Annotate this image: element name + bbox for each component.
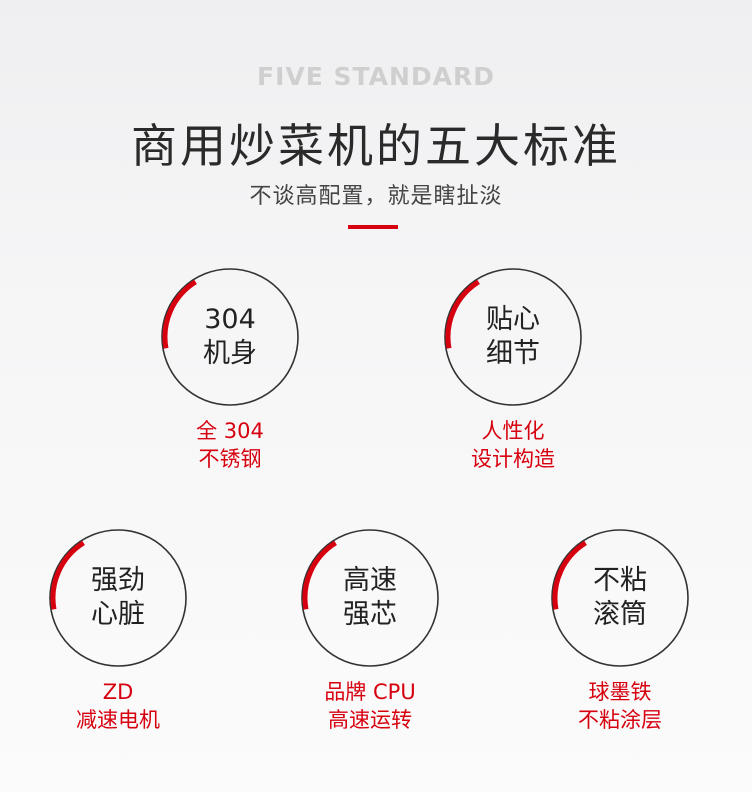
standard-name: 强劲 心脏 — [48, 528, 188, 668]
ring-outline — [49, 529, 187, 667]
ring-outline — [551, 529, 689, 667]
standard-name-line1: 贴心 — [486, 304, 540, 335]
ring-accent-arc — [302, 540, 337, 610]
standard-name-line1: 高速 — [343, 565, 397, 596]
standard-description: 品牌 CPU 高速运转 — [280, 678, 460, 734]
standard-name: 贴心 细节 — [443, 267, 583, 407]
ring-outline — [301, 529, 439, 667]
ring-accent-arc — [162, 279, 197, 349]
progress-ring-icon — [161, 268, 299, 406]
standard-name-line1: 不粘 — [593, 565, 647, 596]
standard-description: 球墨铁 不粘涂层 — [530, 678, 710, 734]
page-title: 商用炒菜机的五大标准 — [131, 119, 621, 173]
standard-desc-line1: 全 304 — [196, 419, 264, 443]
subtitle: 不谈高配置，就是瞎扯淡 — [249, 184, 503, 209]
ring-outline — [444, 268, 582, 406]
standard-desc-line1: 品牌 CPU — [324, 680, 416, 704]
standard-name-line1: 强劲 — [91, 565, 145, 596]
standard-description: ZD 减速电机 — [28, 678, 208, 734]
standard-desc-line2: 不锈钢 — [198, 447, 262, 471]
ring-accent-arc — [445, 279, 480, 349]
standard-name: 不粘 滚筒 — [550, 528, 690, 668]
standard-name: 304 机身 — [160, 267, 300, 407]
accent-divider — [348, 225, 398, 229]
standard-name-line2: 细节 — [486, 338, 540, 369]
standard-name-line2: 机身 — [203, 338, 257, 369]
ring-accent-arc — [552, 540, 587, 610]
standard-desc-line2: 减速电机 — [76, 708, 160, 732]
ring-outline — [161, 268, 299, 406]
standard-desc-line1: ZD — [102, 680, 134, 704]
eyebrow-text: FIVE STANDARD — [257, 62, 495, 91]
progress-ring-icon — [444, 268, 582, 406]
progress-ring-icon — [49, 529, 187, 667]
standard-desc-line2: 设计构造 — [471, 447, 555, 471]
standard-name: 高速 强芯 — [300, 528, 440, 668]
standard-desc-line2: 不粘涂层 — [578, 708, 662, 732]
standard-name-line1: 304 — [204, 304, 256, 335]
progress-ring-icon — [301, 529, 439, 667]
standard-desc-line2: 高速运转 — [328, 708, 412, 732]
standard-name-line2: 滚筒 — [593, 599, 647, 630]
standard-description: 全 304 不锈钢 — [140, 417, 320, 473]
progress-ring-icon — [551, 529, 689, 667]
standard-desc-line1: 人性化 — [481, 419, 545, 443]
standard-name-line2: 强芯 — [343, 599, 397, 630]
standard-desc-line1: 球墨铁 — [588, 680, 652, 704]
standard-name-line2: 心脏 — [91, 599, 145, 630]
standard-description: 人性化 设计构造 — [423, 417, 603, 473]
ring-accent-arc — [50, 540, 85, 610]
